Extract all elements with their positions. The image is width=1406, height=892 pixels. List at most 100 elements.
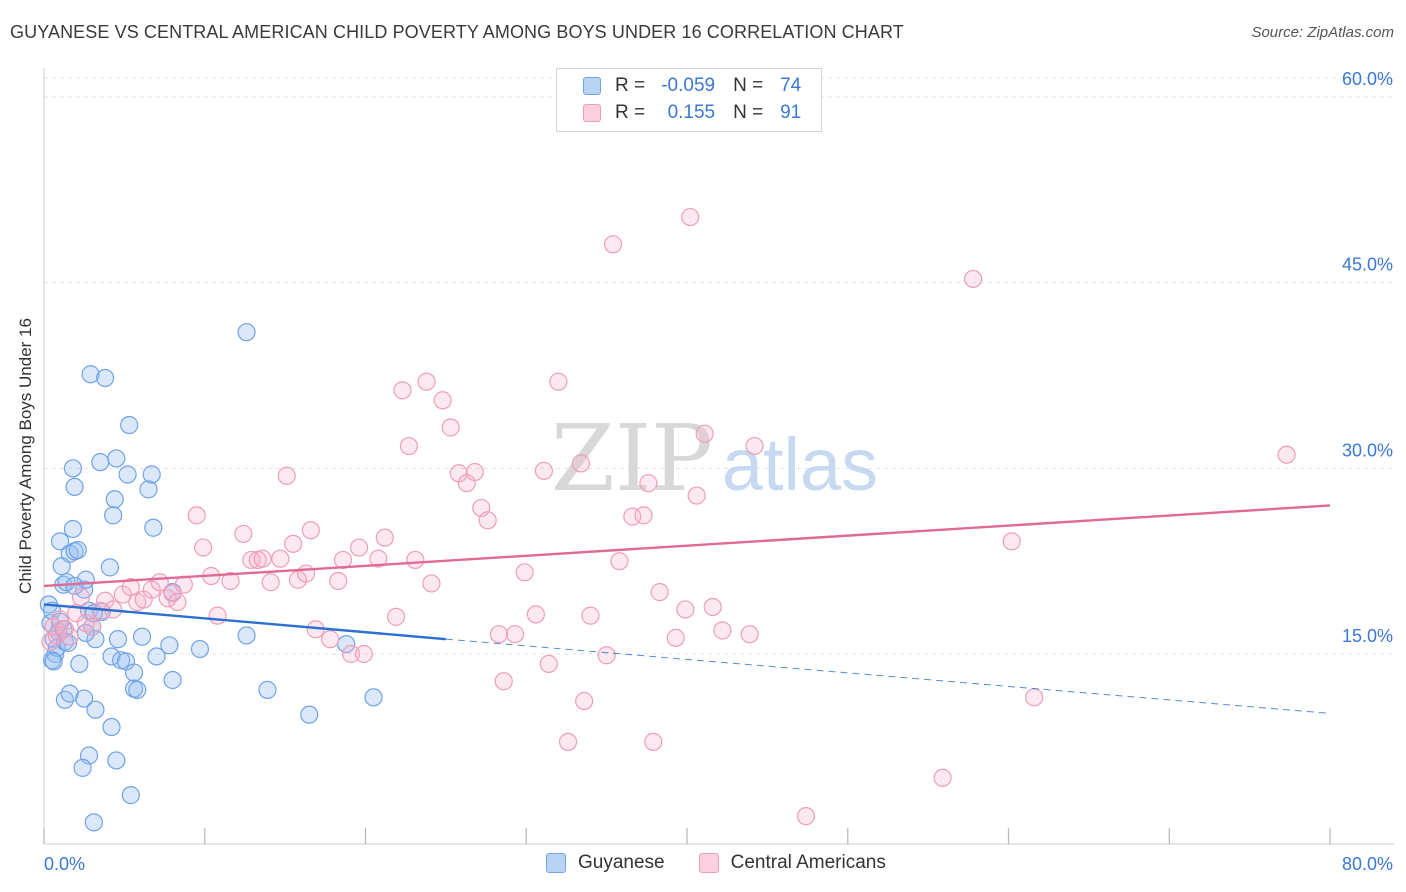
data-point — [687, 486, 706, 505]
data-point — [666, 628, 685, 648]
legend-n-value: 74 — [780, 75, 802, 96]
watermark-atlas: atlas — [722, 423, 878, 506]
data-point — [494, 672, 513, 691]
data-point — [221, 571, 240, 591]
data-point — [375, 528, 394, 547]
data-point — [422, 574, 441, 593]
axis-layer — [43, 68, 1394, 845]
y-tick-label: 60.0% — [1342, 69, 1393, 89]
data-point — [433, 391, 452, 410]
data-point — [63, 519, 83, 539]
legend-row-guyanese: R = -0.059 N = 74 — [583, 74, 801, 98]
data-point — [71, 587, 91, 607]
data-point — [329, 571, 348, 591]
data-point — [575, 691, 594, 711]
legend-n-value: 91 — [780, 102, 802, 123]
series-legend-guyanese[interactable]: Guyanese — [546, 852, 665, 874]
data-point — [581, 606, 600, 625]
data-point — [539, 654, 558, 674]
data-point — [417, 372, 436, 391]
data-point — [650, 583, 669, 602]
data-point — [118, 465, 137, 484]
data-point — [102, 717, 121, 737]
data-point — [86, 700, 105, 719]
data-point — [68, 540, 87, 560]
data-point — [132, 627, 152, 646]
data-point — [271, 549, 290, 568]
data-point — [505, 625, 525, 644]
source-label: Source: ZipAtlas.com — [1251, 24, 1394, 41]
data-point — [386, 607, 406, 626]
data-point — [75, 689, 94, 708]
data-point — [301, 521, 320, 540]
data-point — [190, 639, 210, 659]
data-point — [933, 768, 952, 787]
trend-layer — [43, 504, 1331, 714]
y-tick-label: 30.0% — [1342, 440, 1393, 460]
data-point — [745, 436, 764, 456]
data-point — [258, 680, 277, 699]
data-point — [144, 518, 163, 537]
legend-r-value: 0.155 — [667, 102, 716, 123]
data-point — [526, 605, 545, 624]
data-point — [284, 534, 303, 553]
guyanese-swatch — [583, 77, 601, 95]
data-point — [163, 670, 182, 690]
data-point — [253, 549, 272, 568]
legend-n-label: N = — [733, 75, 764, 96]
data-point — [796, 807, 816, 826]
watermark-zip: ZIP — [551, 405, 713, 512]
series-legend: Guyanese Central Americans — [546, 852, 920, 874]
data-point — [65, 477, 84, 496]
data-point — [55, 690, 74, 709]
series-legend-label: Guyanese — [578, 852, 665, 873]
data-point — [515, 563, 534, 582]
data-point — [534, 461, 554, 480]
data-point — [142, 465, 161, 484]
data-point — [100, 558, 120, 577]
data-point — [300, 705, 319, 724]
data-point — [121, 786, 140, 805]
data-point — [277, 466, 296, 485]
data-point — [147, 647, 166, 666]
data-point — [50, 610, 70, 629]
data-point — [63, 459, 83, 478]
data-point — [107, 449, 126, 468]
data-point — [597, 646, 616, 665]
data-point — [441, 418, 460, 437]
data-point — [406, 550, 425, 570]
data-point — [393, 381, 412, 400]
series-legend-label: Central Americans — [730, 852, 886, 873]
data-point — [549, 372, 568, 391]
data-point — [91, 453, 110, 472]
data-point — [70, 654, 89, 674]
data-point — [399, 436, 419, 456]
tick-label-layer: 15.0% 30.0% 45.0% 60.0% 0.0% 80.0% — [44, 69, 1393, 874]
guyanese-trend-extension — [445, 638, 1331, 714]
data-point — [237, 626, 256, 645]
data-point — [187, 506, 206, 525]
data-point — [50, 532, 70, 551]
data-point — [639, 474, 658, 493]
watermark: ZIP atlas — [551, 405, 878, 512]
x-tick-label: 0.0% — [44, 854, 85, 874]
data-point — [73, 758, 92, 777]
data-point — [1277, 445, 1296, 464]
data-point — [1025, 688, 1044, 707]
series-legend-central-americans[interactable]: Central Americans — [698, 852, 886, 874]
data-point — [341, 644, 361, 664]
data-point — [489, 625, 509, 644]
x-tick-label: 80.0% — [1342, 854, 1393, 874]
data-point — [1002, 532, 1021, 551]
data-point — [105, 490, 124, 509]
data-point — [354, 644, 373, 664]
data-point — [713, 621, 732, 640]
data-point — [964, 269, 983, 289]
legend-n-label: N = — [733, 102, 764, 123]
data-point — [60, 627, 79, 646]
data-point — [478, 511, 497, 530]
chart-title: GUYANESE VS CENTRAL AMERICAN CHILD POVER… — [10, 22, 904, 42]
data-point — [95, 368, 115, 388]
legend-r-label: R = — [615, 75, 646, 96]
